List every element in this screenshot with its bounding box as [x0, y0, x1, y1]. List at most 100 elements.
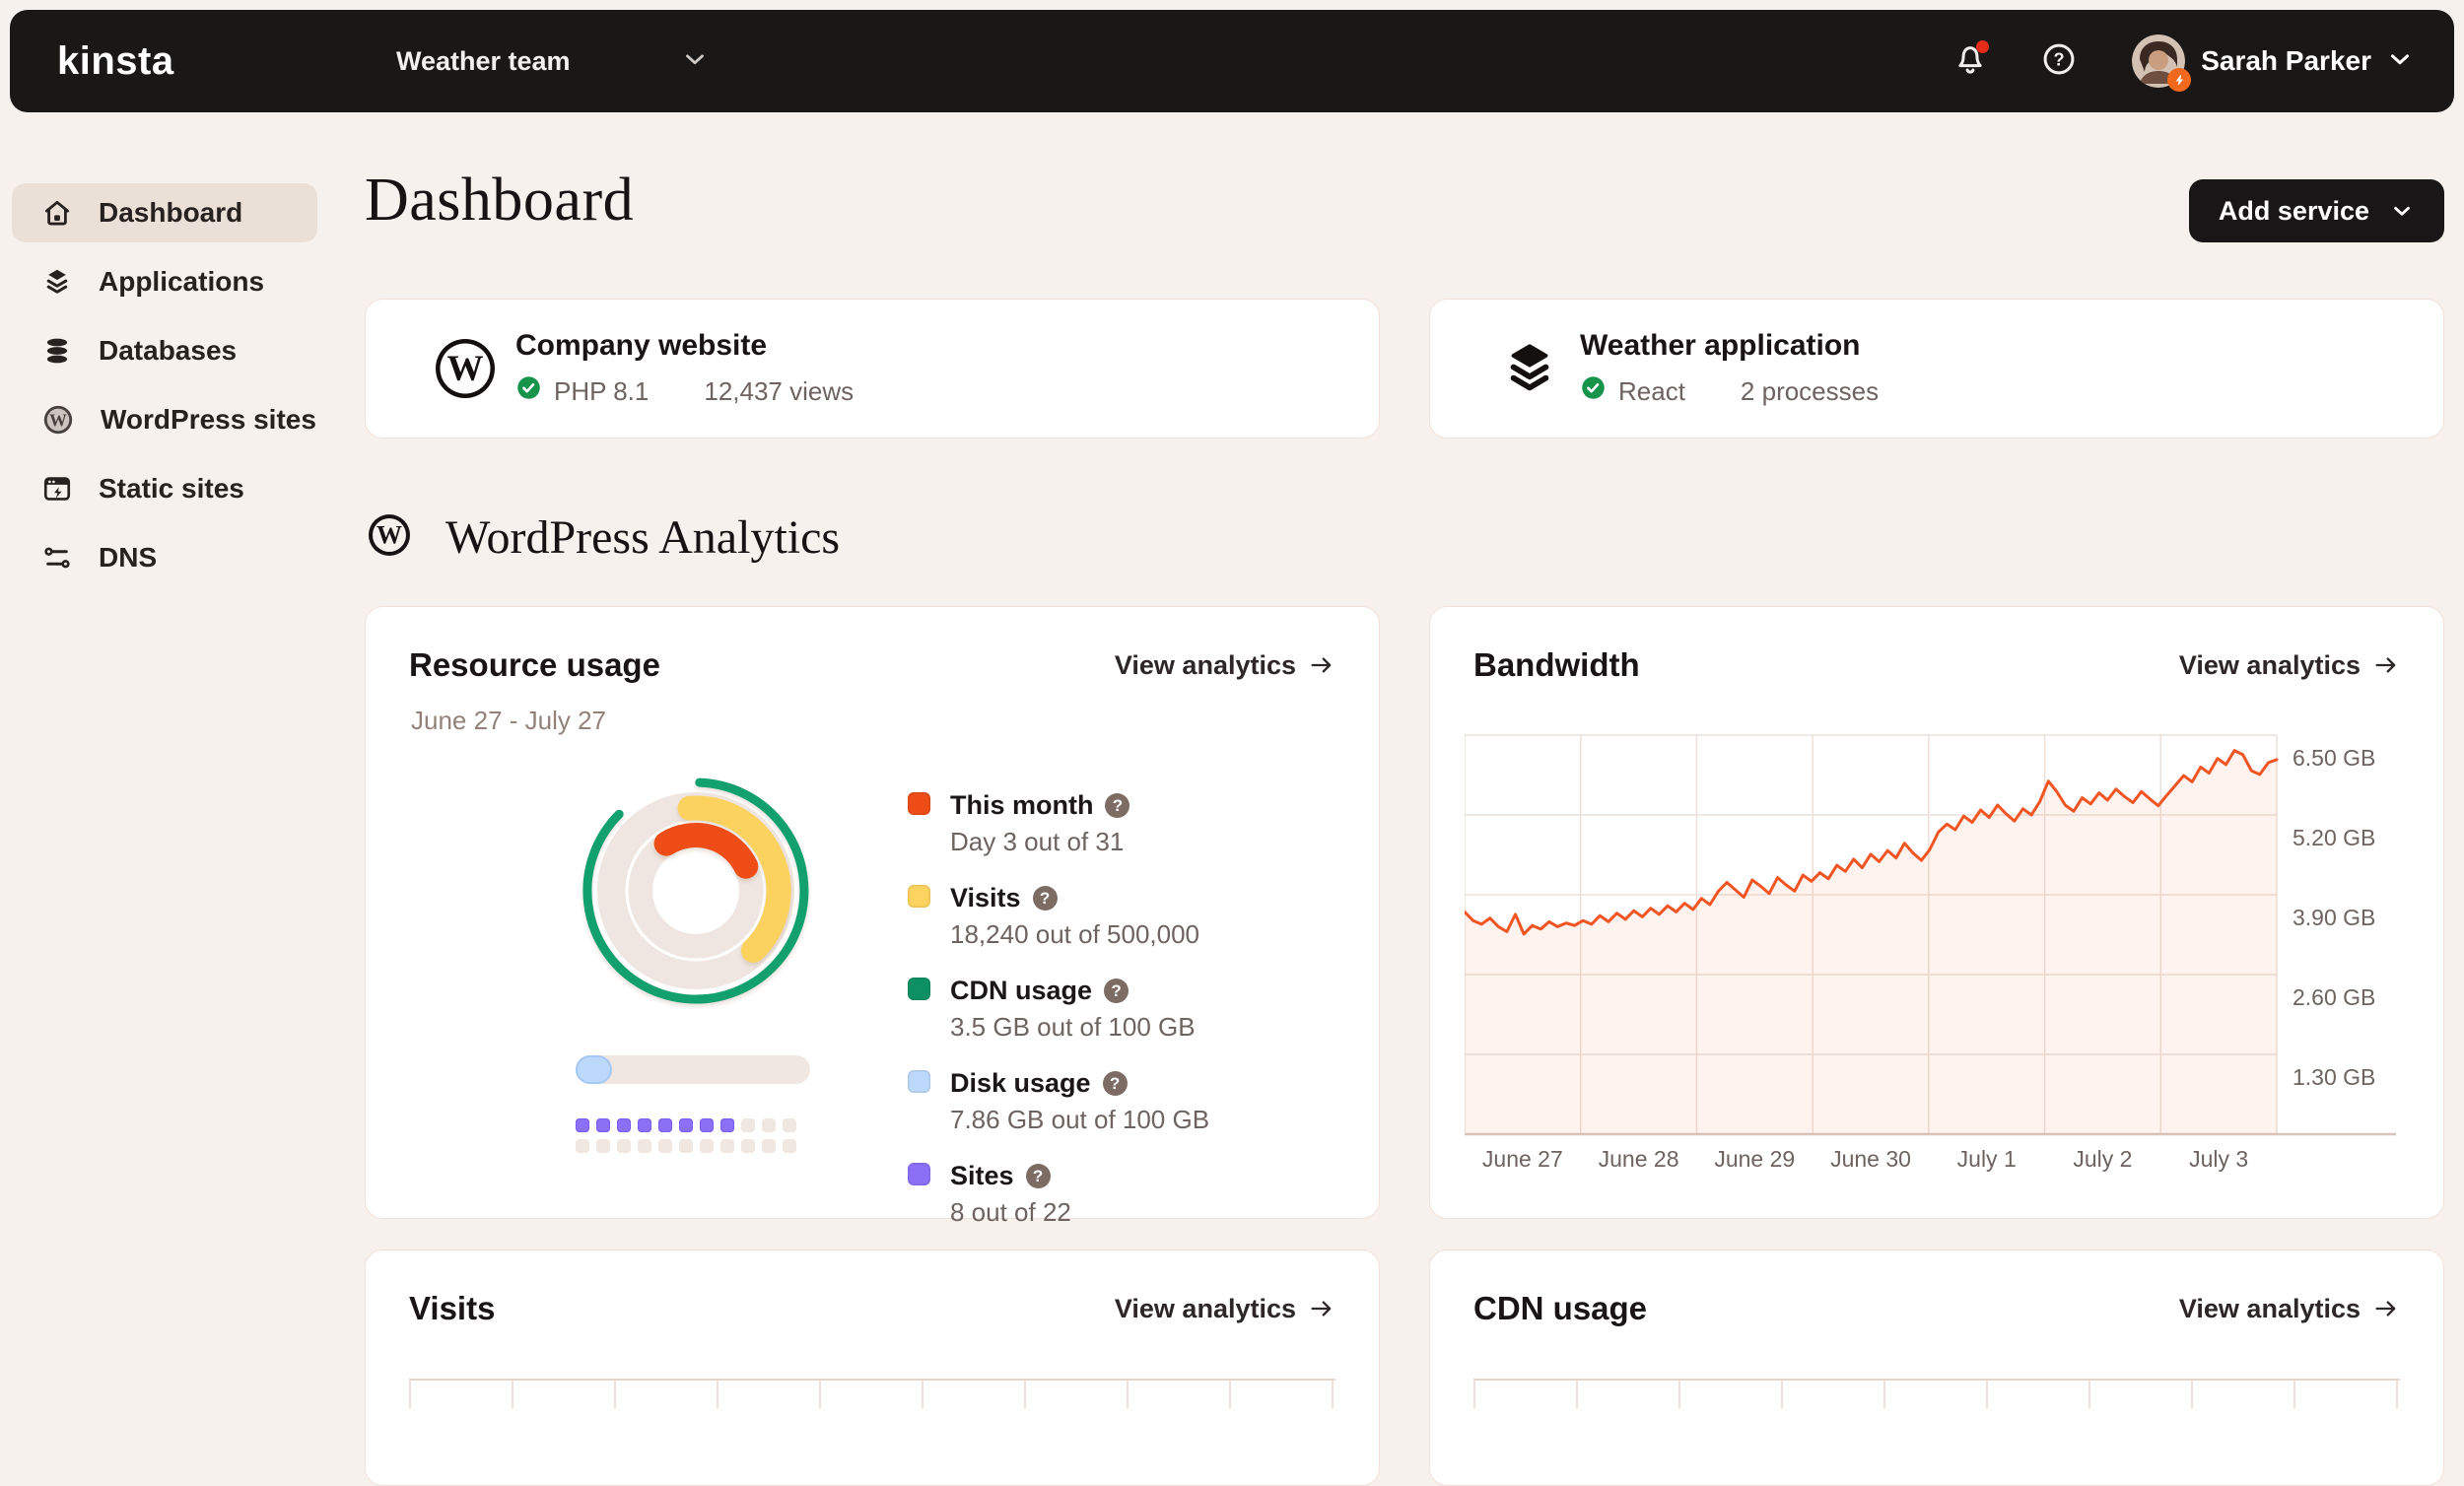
site-square-free: [762, 1139, 776, 1153]
service-card-weather-application[interactable]: Weather application React 2 processes: [1429, 299, 2444, 439]
team-selector-label: Weather team: [396, 45, 571, 76]
view-analytics-label: View analytics: [1114, 649, 1296, 680]
sidebar-item-dns[interactable]: DNS: [12, 528, 317, 587]
x-tick-label: June 30: [1830, 1146, 1911, 1172]
avatar[interactable]: [2132, 34, 2192, 92]
visits-card: Visits View analytics: [365, 1250, 1380, 1486]
view-analytics-link[interactable]: View analytics: [2179, 650, 2400, 681]
arrow-right-icon: [2375, 1301, 2396, 1317]
view-analytics-link[interactable]: View analytics: [1115, 650, 1335, 681]
help-icon[interactable]: ?: [1032, 886, 1058, 911]
bell-icon: [1951, 40, 1989, 83]
x-tick-label: June 27: [1482, 1146, 1563, 1172]
bandwidth-line-chart: 6.50 GB 5.20 GB 3.90 GB 2.60 GB 1.30 GB June …: [1465, 734, 2396, 1172]
sidebar-item-static-sites[interactable]: Static sites: [12, 459, 317, 518]
page-title: Dashboard: [365, 167, 635, 234]
user-name[interactable]: Sarah Parker: [2201, 45, 2371, 76]
help-icon[interactable]: ?: [1102, 1071, 1128, 1096]
site-square-free: [596, 1139, 610, 1153]
help-button[interactable]: ?: [2037, 39, 2081, 83]
site-square-free: [783, 1139, 796, 1153]
sidebar-item-label: WordPress sites: [101, 404, 316, 435]
site-square-free: [700, 1139, 714, 1153]
help-icon[interactable]: ?: [1105, 793, 1130, 818]
legend-value: 3.5 GB out of 100 GB: [950, 1012, 1196, 1042]
team-selector[interactable]: Weather team: [396, 44, 710, 79]
help-icon[interactable]: ?: [1025, 1164, 1051, 1188]
legend-swatch: [908, 792, 930, 815]
top-navigation-bar: kinsta Weather team ?: [10, 10, 2454, 112]
legend-label: Sites: [950, 1161, 1014, 1190]
help-icon: ?: [2040, 40, 2078, 83]
service-runtime: PHP 8.1: [554, 375, 650, 406]
kinsta-logo[interactable]: kinsta: [57, 38, 174, 83]
site-square-used: [700, 1118, 714, 1132]
donut-ring-cdn-usage: [582, 777, 809, 1004]
service-name: Weather application: [1580, 329, 1861, 362]
legend-swatch: [908, 1163, 930, 1185]
sidebar-item-label: Databases: [99, 335, 238, 366]
notifications-button[interactable]: [1949, 39, 1992, 83]
legend-swatch: [908, 1070, 930, 1093]
card-title: CDN usage: [1473, 1290, 1648, 1326]
view-analytics-link[interactable]: View analytics: [2179, 1294, 2400, 1324]
wordpress-logo-icon: W: [433, 336, 498, 401]
chevron-down-icon[interactable]: [2385, 44, 2415, 79]
database-icon: [41, 335, 73, 367]
layers-dark-icon: [1497, 340, 1562, 397]
legend-value: Day 3 out of 31: [950, 827, 1125, 856]
site-square-free: [741, 1139, 755, 1153]
chevron-down-icon: [2394, 206, 2410, 216]
site-square-used: [576, 1118, 589, 1132]
add-service-button[interactable]: Add service: [2188, 179, 2444, 242]
x-tick-label: July 1: [1957, 1146, 2017, 1172]
chevron-down-icon: [680, 44, 710, 79]
arrow-right-icon: [1311, 657, 1332, 673]
layers-icon: [41, 266, 73, 298]
site-square-used: [638, 1118, 651, 1132]
y-tick-label: 2.60 GB: [2293, 984, 2375, 1010]
service-name: Company website: [515, 329, 768, 362]
site-square-used: [658, 1118, 672, 1132]
svg-text:?: ?: [2054, 49, 2065, 69]
site-square-used: [679, 1118, 693, 1132]
site-square-free: [679, 1139, 693, 1153]
y-tick-label: 6.50 GB: [2293, 745, 2375, 771]
lightning-badge-icon: [2167, 68, 2192, 92]
check-circle-icon: [1580, 374, 1607, 408]
x-tick-label: June 28: [1599, 1146, 1679, 1172]
site-square-used: [596, 1118, 610, 1132]
cdn-chart-grid: [1473, 1379, 2400, 1408]
sidebar-item-wordpress-sites[interactable]: W WordPress sites: [12, 390, 317, 449]
date-range: June 27 - July 27: [411, 706, 607, 735]
add-service-label: Add service: [2218, 195, 2369, 226]
cdn-usage-card: CDN usage View analytics: [1429, 1250, 2444, 1486]
notification-unread-dot: [1976, 40, 1990, 53]
legend-swatch: [908, 978, 930, 1000]
sidebar-item-databases[interactable]: Databases: [12, 321, 317, 380]
sidebar-item-dashboard[interactable]: Dashboard: [12, 183, 317, 242]
legend-swatch: [908, 885, 930, 908]
sites-grid: [576, 1118, 796, 1153]
legend-label: Visits: [950, 883, 1021, 912]
svg-text:W: W: [376, 521, 402, 550]
wordpress-analytics-header: W WordPress Analytics: [367, 510, 840, 565]
help-icon[interactable]: ?: [1104, 979, 1129, 1003]
resource-usage-card: Resource usage View analytics June 27 - …: [365, 606, 1380, 1227]
view-analytics-link[interactable]: View analytics: [1115, 1294, 1335, 1324]
service-metric: 12,437 views: [704, 375, 855, 406]
service-card-company-website[interactable]: W Company website PHP 8.1 12,437 views: [365, 299, 1380, 439]
y-tick-label: 1.30 GB: [2293, 1064, 2375, 1090]
view-analytics-label: View analytics: [2178, 649, 2361, 680]
resource-usage-donut-chart: [582, 777, 809, 1004]
site-square-free: [638, 1139, 651, 1153]
wordpress-icon: W: [41, 403, 75, 437]
sidebar-item-applications[interactable]: Applications: [12, 252, 317, 311]
y-tick-label: 5.20 GB: [2293, 825, 2375, 850]
home-icon: [41, 197, 73, 229]
legend-item-sites: Sites? 8 out of 22: [908, 1161, 1209, 1228]
card-title: Visits: [409, 1290, 496, 1326]
donut-ring-this-month: [653, 823, 759, 879]
bandwidth-area-fill: [1465, 750, 2277, 1134]
sidebar-item-label: DNS: [99, 542, 158, 573]
